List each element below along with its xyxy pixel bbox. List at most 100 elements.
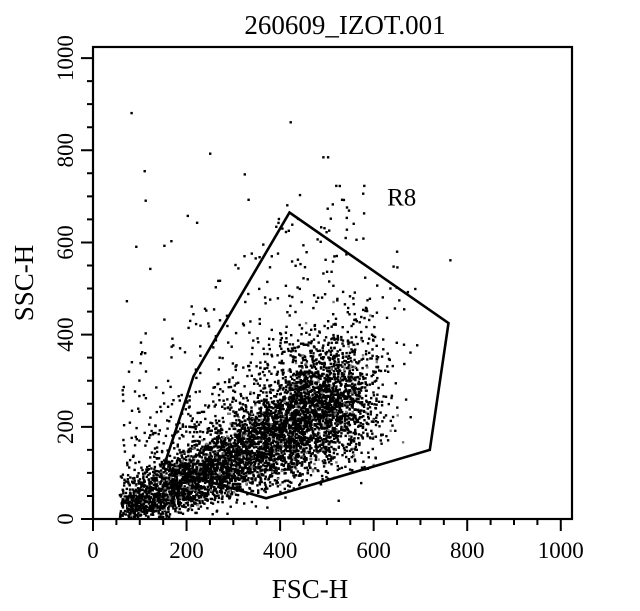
data-point [248,465,251,468]
data-point [295,399,298,402]
data-point [328,366,331,369]
data-point [224,454,228,457]
data-point [216,458,219,461]
data-point [341,443,344,446]
data-point [213,486,216,489]
data-point [286,405,290,408]
data-point [303,443,307,447]
data-point [305,457,308,460]
data-point [239,461,242,464]
data-point [209,487,212,490]
data-point [177,487,180,490]
data-point [352,454,356,457]
data-point [279,403,282,407]
data-point [325,410,328,414]
data-point [353,420,356,423]
data-point [353,422,357,425]
data-point [303,427,306,430]
data-point [293,396,296,399]
data-point [355,442,358,446]
data-point [153,455,156,458]
data-point [319,353,322,356]
data-point [328,421,331,424]
data-point [283,400,286,404]
data-point [250,500,254,504]
data-point [183,452,186,455]
data-point [209,451,212,455]
data-point [281,481,284,484]
data-point [290,454,294,457]
data-point [200,462,203,466]
data-point [257,400,261,403]
data-point [295,404,298,408]
data-point [136,516,140,519]
data-point [137,498,140,501]
data-point [324,431,327,435]
data-point [316,391,319,394]
data-point [213,467,216,470]
data-point [179,481,182,484]
data-point [267,418,270,422]
data-point [263,374,266,377]
data-point [351,451,355,454]
data-point [198,453,201,457]
data-point [192,462,196,465]
data-point [262,473,265,476]
data-point [210,501,213,504]
data-point [145,494,148,497]
data-point [267,407,270,410]
data-point [272,419,275,422]
data-point [303,400,306,403]
data-point [179,461,182,464]
data-point [167,463,170,466]
data-point [246,478,249,481]
data-point [343,363,347,366]
data-point [351,418,355,421]
data-point [328,450,332,453]
data-point [142,475,145,478]
data-point [304,375,307,379]
data-point [191,435,195,438]
data-point [253,423,256,426]
data-point [343,366,347,369]
data-point [319,392,322,396]
data-point [273,466,276,469]
data-point [336,420,340,423]
data-point [229,443,232,446]
data-point [268,484,272,488]
data-point [335,424,338,427]
data-point [370,420,374,423]
data-point [294,421,297,424]
data-point [380,355,384,358]
data-point [143,505,146,509]
data-point [258,455,261,458]
data-point [286,421,289,425]
data-point [226,493,229,497]
data-point [180,491,183,494]
data-point [212,450,215,454]
data-point [290,387,294,390]
data-point [288,412,291,416]
data-point [175,463,178,466]
data-point [221,477,225,480]
data-point [238,451,241,455]
data-point [268,427,272,431]
data-point [241,488,244,491]
data-point [296,425,300,428]
data-point [366,412,370,416]
data-point [215,436,219,439]
data-point [309,474,313,477]
data-point [223,445,226,449]
data-point [222,459,225,462]
data-point [215,444,218,447]
data-point [281,373,285,376]
data-point [285,397,288,400]
data-point [216,450,219,454]
data-point [160,474,163,477]
data-point [268,414,271,417]
data-point [297,459,300,463]
data-point [357,408,360,411]
data-point [336,402,339,405]
data-point [132,490,136,493]
data-point [152,493,155,496]
